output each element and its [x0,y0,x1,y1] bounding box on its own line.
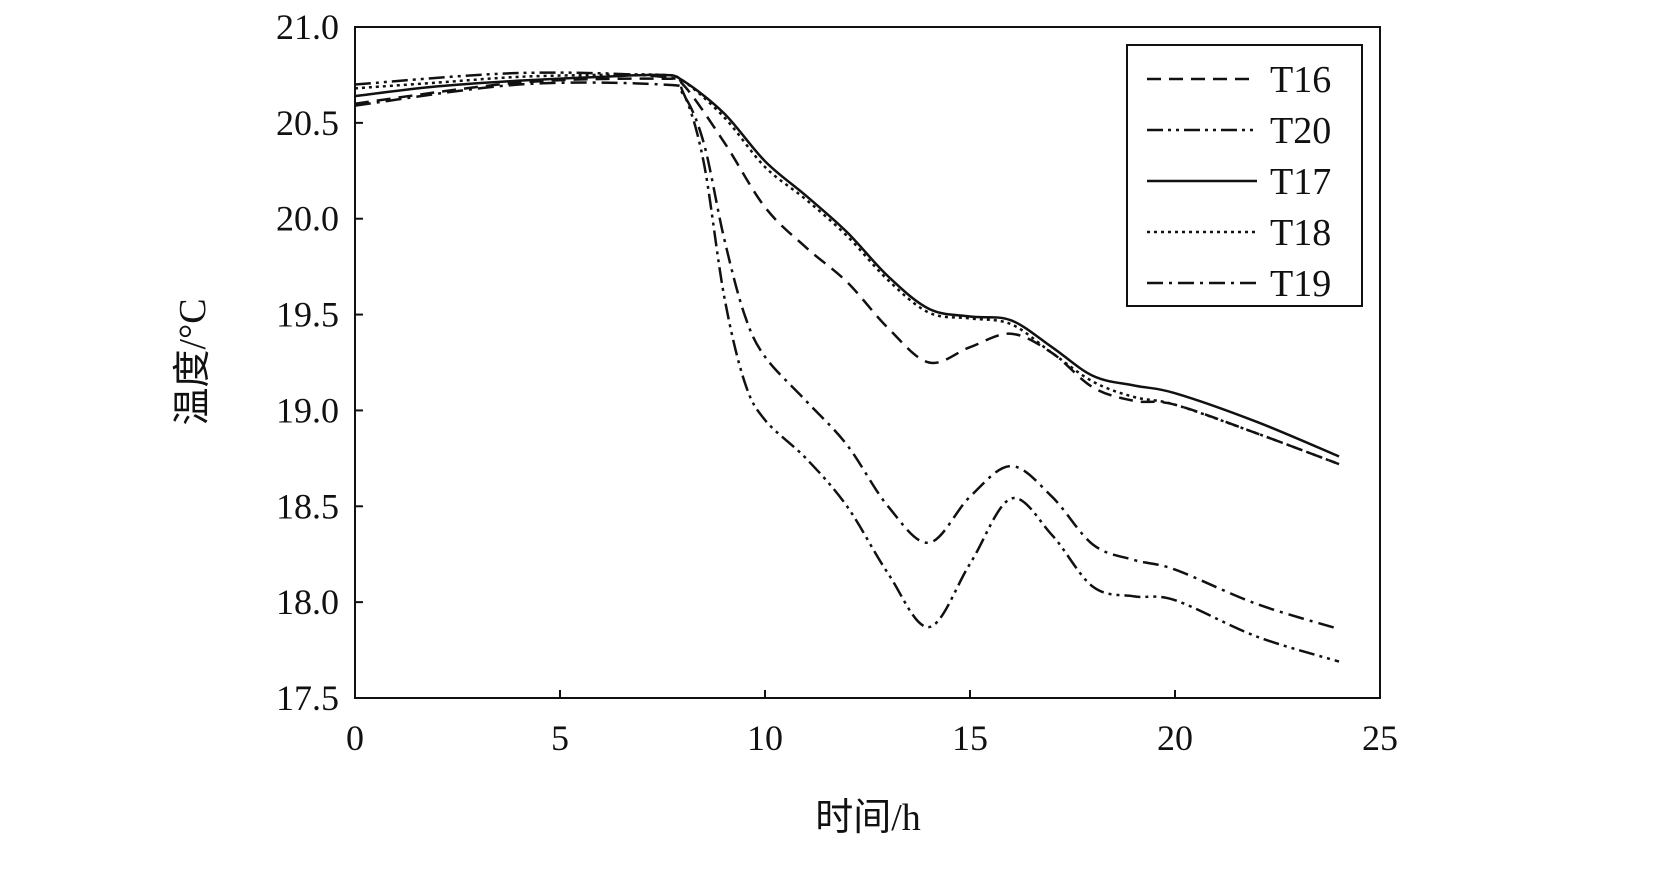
series-line-t20 [354,71,1340,663]
x-tick-label: 5 [551,718,569,758]
x-tick-label: 10 [747,718,783,758]
legend-label-t17: T17 [1270,161,1331,203]
x-tick-label: 15 [952,718,988,758]
legend: T16 T20 T17 T18 T19 [1126,44,1363,307]
legend-label-t18: T18 [1270,212,1331,254]
plot-frame [354,26,1381,699]
x-axis-label: 时间/h [815,797,921,839]
x-tick-label: 0 [346,718,364,758]
y-tick-label: 18.0 [276,582,339,622]
y-tick-label: 17.5 [276,678,339,718]
y-tick-label: 18.5 [276,486,339,526]
series-line-t18 [354,73,1340,466]
legend-label-t19: T19 [1270,263,1331,305]
legend-box [1126,44,1363,307]
y-tick-label: 19.0 [276,390,339,430]
x-tick-label: 20 [1157,718,1193,758]
y-tick-label: 21.0 [276,7,339,47]
y-tick-label: 20.0 [276,199,339,239]
y-tick-label: 19.5 [276,295,339,335]
y-axis-label: 温度/°C [172,298,214,425]
series-line-t16 [354,76,1340,466]
series-line-t17 [354,73,1340,458]
legend-label-t20: T20 [1270,110,1331,152]
legend-label-t16: T16 [1270,59,1331,101]
y-tick-label: 20.5 [276,103,339,143]
x-tick-label: 25 [1362,718,1398,758]
series-line-t19 [354,81,1340,631]
